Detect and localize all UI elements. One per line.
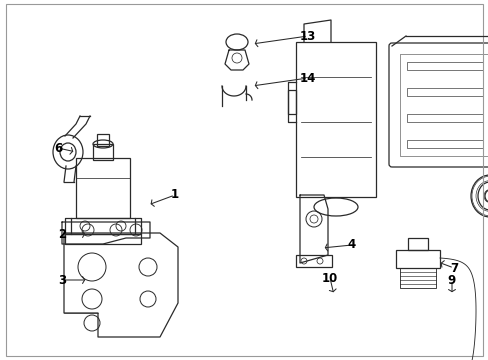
Bar xyxy=(71,218,135,234)
Bar xyxy=(406,140,482,148)
Text: 9: 9 xyxy=(447,274,455,287)
Text: 1: 1 xyxy=(171,189,179,202)
Bar xyxy=(295,42,375,197)
Text: 6: 6 xyxy=(54,141,62,154)
Bar xyxy=(65,234,141,244)
Bar xyxy=(287,90,295,114)
Text: 2: 2 xyxy=(58,228,66,240)
Text: 10: 10 xyxy=(321,271,337,284)
Bar xyxy=(406,88,482,96)
Text: 4: 4 xyxy=(347,238,355,252)
Bar xyxy=(406,114,482,122)
Text: 13: 13 xyxy=(299,30,315,42)
Bar xyxy=(399,268,435,288)
Text: 3: 3 xyxy=(58,274,66,287)
Bar xyxy=(399,54,488,156)
Bar xyxy=(407,238,427,250)
Bar xyxy=(93,144,113,160)
Bar xyxy=(97,134,109,146)
Text: 7: 7 xyxy=(449,261,457,274)
Bar xyxy=(395,250,439,268)
FancyBboxPatch shape xyxy=(388,43,488,167)
Bar xyxy=(406,62,482,70)
Bar xyxy=(76,158,130,218)
Text: 14: 14 xyxy=(299,72,316,85)
Bar xyxy=(295,255,331,267)
